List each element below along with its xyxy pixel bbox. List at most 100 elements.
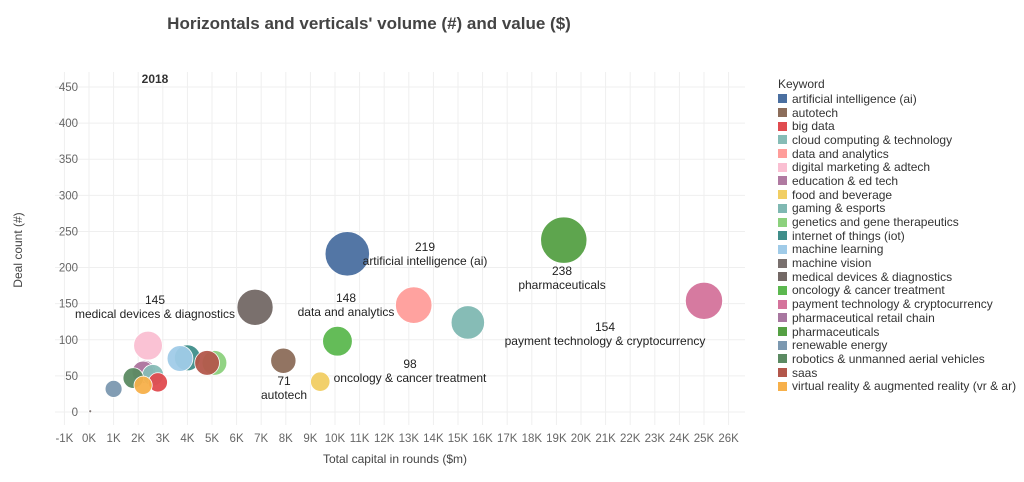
- legend-label: medical devices & diagnostics: [792, 269, 953, 284]
- bubble-gaming-esports: [450, 305, 485, 340]
- legend-swatch: [778, 217, 787, 227]
- bubble-machine-learning: [166, 345, 194, 372]
- legend-item[interactable]: genetics and gene therapeutics: [778, 215, 1016, 229]
- legend-swatch: [778, 354, 787, 364]
- legend-item[interactable]: education & ed tech: [778, 174, 1016, 188]
- legend-label: saas: [792, 365, 818, 380]
- chart-title: Horizontals and verticals' volume (#) an…: [167, 14, 571, 33]
- legend-label: autotech: [792, 105, 839, 120]
- x-tick-label: 22K: [620, 433, 641, 445]
- legend-item[interactable]: machine learning: [778, 242, 1016, 257]
- x-tick-label: 4K: [180, 433, 194, 445]
- annotation-value: 154: [595, 320, 615, 334]
- legend-item[interactable]: data and analytics: [778, 147, 1016, 161]
- legend-label: pharmaceutical retail chain: [792, 310, 935, 325]
- x-tick-label: 26K: [718, 433, 739, 445]
- legend-item[interactable]: renewable energy: [778, 338, 1016, 352]
- legend-swatch: [778, 381, 787, 391]
- x-tick-label: 24K: [669, 433, 690, 445]
- x-tick-label: 11K: [350, 433, 370, 445]
- legend-label: education & ed tech: [792, 173, 899, 188]
- annotation-label: data and analytics: [298, 305, 395, 319]
- y-axis-label: Deal count (#): [11, 212, 25, 287]
- y-tick-label: 350: [59, 154, 78, 166]
- bubble-virtual-reality-augmented-reality-vr-ar-: [133, 375, 153, 395]
- legend-label: artificial intelligence (ai): [792, 91, 917, 106]
- legend-label: payment technology & cryptocurrency: [792, 297, 993, 312]
- annotation-value: 145: [145, 293, 165, 307]
- legend-label: data and analytics: [792, 146, 889, 161]
- legend-swatch: [778, 368, 787, 378]
- legend-item[interactable]: internet of things (iot): [778, 229, 1016, 243]
- legend-item[interactable]: digital marketing & adtech: [778, 160, 1016, 174]
- x-tick-label: 19K: [546, 433, 567, 445]
- legend-item[interactable]: machine vision: [778, 256, 1016, 270]
- legend-title: Keyword: [778, 77, 825, 91]
- legend-item[interactable]: big data: [778, 119, 1016, 133]
- legend-item[interactable]: autotech: [778, 106, 1016, 120]
- legend-label: pharmaceuticals: [792, 324, 880, 339]
- legend-item[interactable]: oncology & cancer treatment: [778, 283, 1016, 298]
- legend-label: machine learning: [792, 242, 884, 257]
- y-tick-label: 450: [59, 82, 78, 94]
- y-tick-label: 150: [59, 299, 78, 311]
- legend-swatch: [778, 231, 787, 241]
- legend-swatch: [778, 203, 787, 213]
- legend-item[interactable]: payment technology & cryptocurrency: [778, 297, 1016, 311]
- x-tick-label: 9K: [303, 433, 317, 445]
- legend-item[interactable]: pharmaceutical retail chain: [778, 311, 1016, 325]
- annotation-label: oncology & cancer treatment: [334, 371, 487, 385]
- legend-swatch: [778, 258, 787, 268]
- y-tick-label: 400: [59, 118, 78, 130]
- x-tick-label: 13K: [399, 433, 420, 445]
- legend-item[interactable]: pharmaceuticals: [778, 325, 1016, 339]
- y-tick-label: 50: [65, 371, 78, 383]
- annotation-label: autotech: [261, 388, 307, 402]
- legend: Keyword artificial intelligence (ai) auto…: [778, 77, 1016, 393]
- x-tick-label: 1K: [107, 433, 121, 445]
- legend-swatch: [778, 327, 787, 337]
- x-tick-label: 15K: [448, 433, 469, 445]
- y-tick-label: 250: [59, 226, 78, 238]
- annotation-label: artificial intelligence (ai): [363, 254, 488, 268]
- annotation-label: pharmaceuticals: [518, 278, 605, 292]
- legend-swatch: [778, 299, 787, 309]
- year-label: 2018: [142, 72, 169, 86]
- legend-item[interactable]: medical devices & diagnostics: [778, 270, 1016, 284]
- legend-swatch: [778, 149, 787, 159]
- annotation-value: 98: [403, 357, 417, 371]
- legend-item[interactable]: cloud computing & technology: [778, 133, 1016, 147]
- legend-item[interactable]: robotics & unmanned aerial vehicles: [778, 352, 1016, 366]
- legend-label: food and beverage: [792, 187, 893, 202]
- legend-swatch: [778, 340, 787, 350]
- bubble-autotech: [270, 347, 297, 374]
- x-tick-label: 8K: [279, 433, 293, 445]
- x-tick-label: 16K: [472, 433, 493, 445]
- legend-swatch: [778, 190, 787, 200]
- legend-item[interactable]: virtual reality & augmented reality (vr …: [778, 379, 1016, 393]
- legend-swatch: [778, 272, 787, 282]
- legend-label: genetics and gene therapeutics: [792, 215, 959, 230]
- legend-item[interactable]: gaming & esports: [778, 201, 1016, 216]
- legend-label: oncology & cancer treatment: [792, 283, 945, 298]
- legend-item[interactable]: food and beverage: [778, 188, 1016, 202]
- legend-label: gaming & esports: [792, 201, 886, 216]
- x-tick-label: 2K: [131, 433, 145, 445]
- legend-label: internet of things (iot): [792, 228, 905, 243]
- y-tick-label: 0: [72, 407, 78, 419]
- bubble-food-and-beverage: [310, 371, 331, 392]
- legend-item[interactable]: saas: [778, 366, 1016, 380]
- x-tick-label: 21K: [595, 433, 616, 445]
- legend-item[interactable]: artificial intelligence (ai): [778, 92, 1016, 106]
- legend-label: digital marketing & adtech: [792, 160, 931, 175]
- annotation-label: payment technology & cryptocurrency: [505, 334, 706, 348]
- bubble-payment-technology-cryptocurrency: [684, 281, 724, 320]
- bubble-digital-marketing-adtech: [133, 330, 163, 361]
- y-tick-label: 300: [59, 190, 78, 202]
- legend-swatch: [778, 94, 787, 104]
- x-tick-label: 6K: [230, 433, 244, 445]
- bubble-data-and-analytics: [395, 286, 433, 324]
- annotation-value: 219: [415, 240, 435, 254]
- x-tick-label: 10K: [325, 433, 346, 445]
